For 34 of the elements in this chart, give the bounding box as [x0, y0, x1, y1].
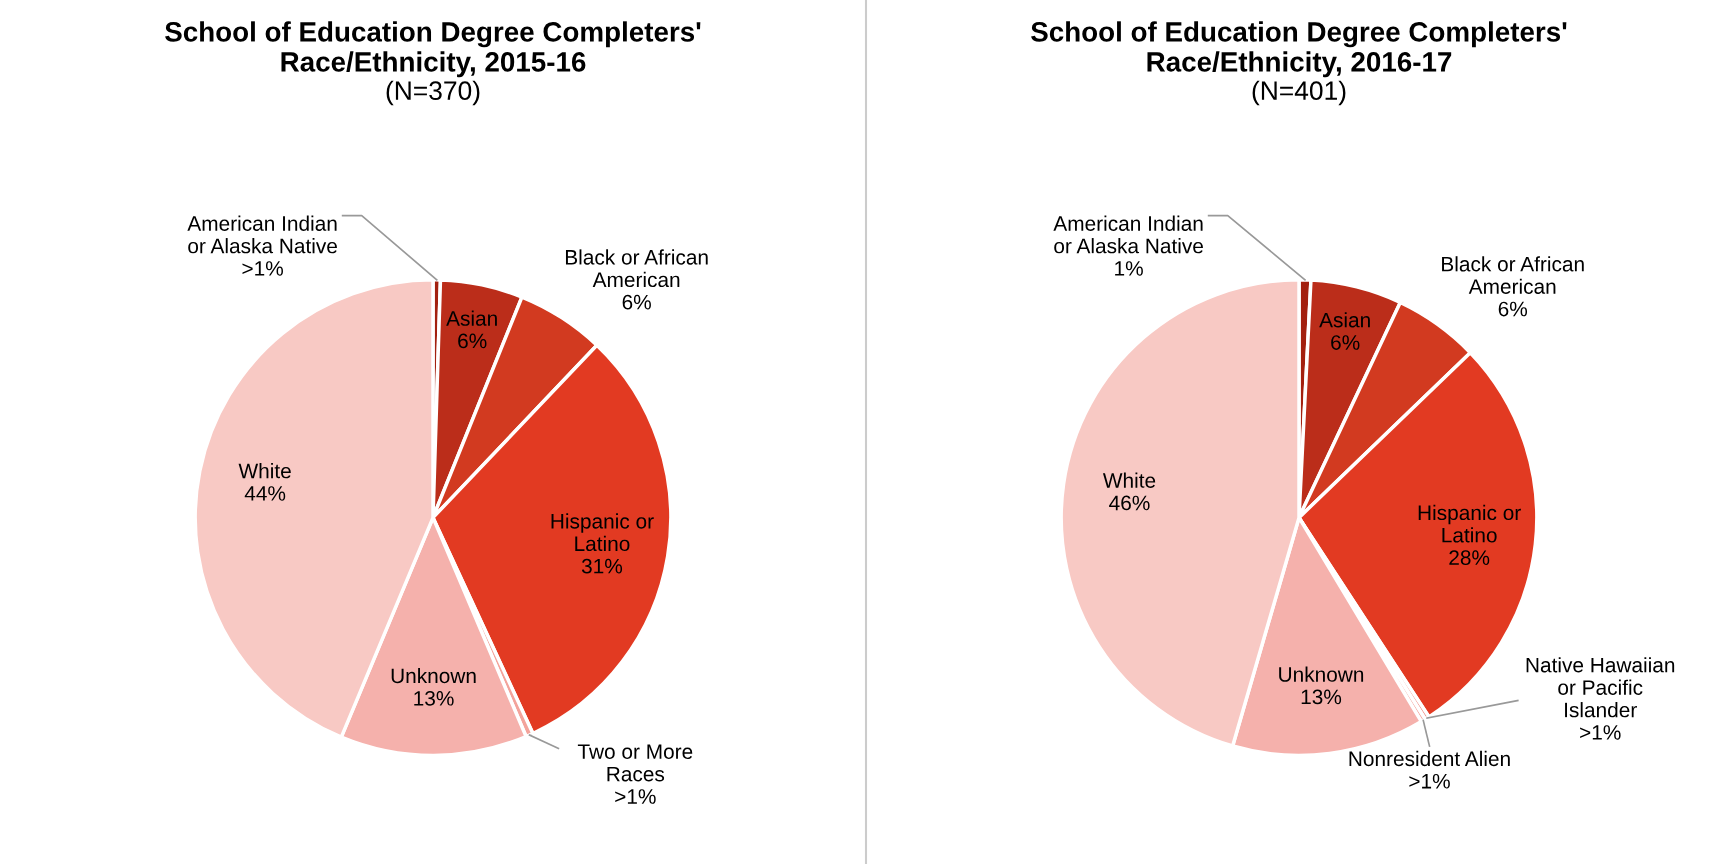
slice-label: Unknown — [1279, 666, 1364, 682]
slice-label: White — [1102, 472, 1156, 488]
chart-subtitle: (N=370) — [386, 80, 480, 106]
data-label: 13% — [1301, 689, 1342, 705]
slice-label: American Indian or Alaska Native — [1053, 215, 1203, 254]
data-label: 1% — [1115, 261, 1143, 276]
chart-title: School of Education Degree Completers' Race/Ethnicity, 2015-16 — [165, 21, 701, 78]
data-label: 6% — [622, 294, 651, 310]
data-label: 46% — [1109, 495, 1150, 511]
slice-label: Two or More Races — [577, 744, 693, 782]
slice-label: Asian — [446, 310, 497, 326]
chart-title: School of Education Degree Completers' Race/Ethnicity, 2016-17 — [1031, 21, 1567, 78]
slice-label: Nonresident Alien — [1349, 750, 1510, 767]
data-label: >1% — [242, 261, 283, 276]
data-label: >1% — [1580, 725, 1621, 740]
chart-subtitle: (N=401) — [1252, 80, 1346, 106]
slice-label: White — [238, 463, 291, 479]
slice-label: Unknown — [391, 667, 476, 684]
slice-label: Native Hawaiian or Pacific Islander — [1526, 657, 1675, 718]
data-label: 6% — [458, 333, 487, 349]
data-label: 31% — [581, 558, 623, 574]
slice-label: Black or African American — [565, 249, 708, 288]
slice-label: Black or African American — [1442, 256, 1584, 294]
slice-label: Asian — [1319, 312, 1370, 328]
data-label: >1% — [615, 789, 656, 804]
slice-label: Hispanic or Latino — [551, 513, 654, 552]
slice-label: Hispanic or Latino — [1418, 504, 1521, 543]
data-label: 6% — [1498, 301, 1528, 317]
data-label: 28% — [1449, 550, 1490, 565]
data-label: 44% — [244, 486, 286, 501]
data-label: 6% — [1331, 335, 1360, 350]
data-label: >1% — [1409, 773, 1450, 789]
data-label: 13% — [414, 690, 454, 706]
slice-label: American Indian or Alaska Native — [187, 215, 337, 254]
